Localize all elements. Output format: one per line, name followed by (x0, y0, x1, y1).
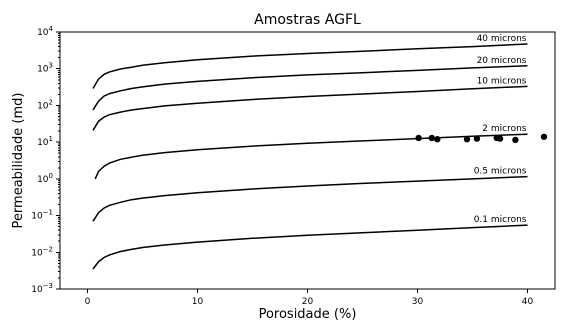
y-tick-label: 104 (37, 25, 53, 38)
y-tick-exponent: 3 (49, 62, 53, 70)
series-line-0-5-microns (92, 175, 528, 222)
y-tick-base: 10 (37, 101, 49, 111)
axes (59, 31, 556, 290)
y-tick-label: 103 (37, 62, 53, 75)
y-tick-exponent: −2 (43, 245, 53, 253)
y-tick-base: 10 (31, 285, 43, 295)
series-line-2-microns (94, 133, 528, 180)
sample-point (496, 135, 504, 142)
curve-labels: 40 microns 20 microns 10 microns 2 microns 0… (474, 34, 527, 225)
series-line-40-microns (92, 43, 528, 89)
y-tick-exponent: −1 (43, 209, 53, 217)
plot-frame (59, 31, 556, 290)
curve-label: 10 microns (477, 76, 527, 86)
y-axis-title: Permeabilidade (md) (11, 93, 26, 229)
chart-title: Amostras AGFL (254, 12, 361, 28)
series-line-0-1-microns (92, 224, 528, 270)
y-tick-exponent: −3 (43, 282, 53, 290)
curve-label: 2 microns (482, 124, 527, 134)
sample-points (415, 133, 548, 144)
x-tick-label: 10 (192, 297, 204, 307)
x-tick-label: 20 (302, 297, 314, 307)
y-tick-label: 100 (37, 172, 53, 185)
curve-label: 20 microns (477, 56, 527, 66)
y-tick-label: 10−1 (31, 209, 53, 222)
sample-point (463, 136, 471, 143)
y-tick-exponent: 0 (49, 172, 53, 180)
y-tick-base: 10 (37, 175, 49, 185)
y-tick-base: 10 (31, 248, 43, 258)
sample-point (512, 136, 519, 144)
sample-point (415, 134, 422, 142)
series-line-10-microns (92, 85, 528, 131)
y-tick-exponent: 4 (49, 25, 54, 33)
x-tick-label: 40 (522, 297, 534, 307)
y-tick-exponent: 1 (49, 135, 53, 143)
x-axis-title: Porosidade (%) (259, 307, 357, 322)
curve-label: 0.1 microns (474, 215, 527, 225)
y-tick-label: 10−2 (31, 245, 53, 258)
sample-point (540, 133, 548, 140)
x-tick-label: 0 (85, 297, 91, 307)
x-tick-label: 30 (412, 297, 424, 307)
sample-point (434, 136, 441, 143)
curve-label: 40 microns (477, 34, 527, 44)
y-tick-label: 10−3 (31, 282, 53, 295)
y-tick-base: 10 (37, 28, 49, 38)
y-tick-base: 10 (37, 65, 49, 75)
y-tick-base: 10 (31, 212, 43, 222)
sample-point (473, 135, 481, 142)
series-lines (92, 43, 528, 270)
y-tick-base: 10 (37, 138, 49, 148)
sample-point (428, 134, 435, 142)
curve-label: 0.5 microns (474, 167, 527, 177)
y-tick-label: 102 (37, 98, 53, 111)
y-tick-label: 101 (37, 135, 53, 148)
series-line-20-microns (92, 65, 528, 111)
x-axis-ticks: 0 10 20 30 40 (85, 289, 534, 307)
y-tick-exponent: 2 (49, 98, 53, 106)
